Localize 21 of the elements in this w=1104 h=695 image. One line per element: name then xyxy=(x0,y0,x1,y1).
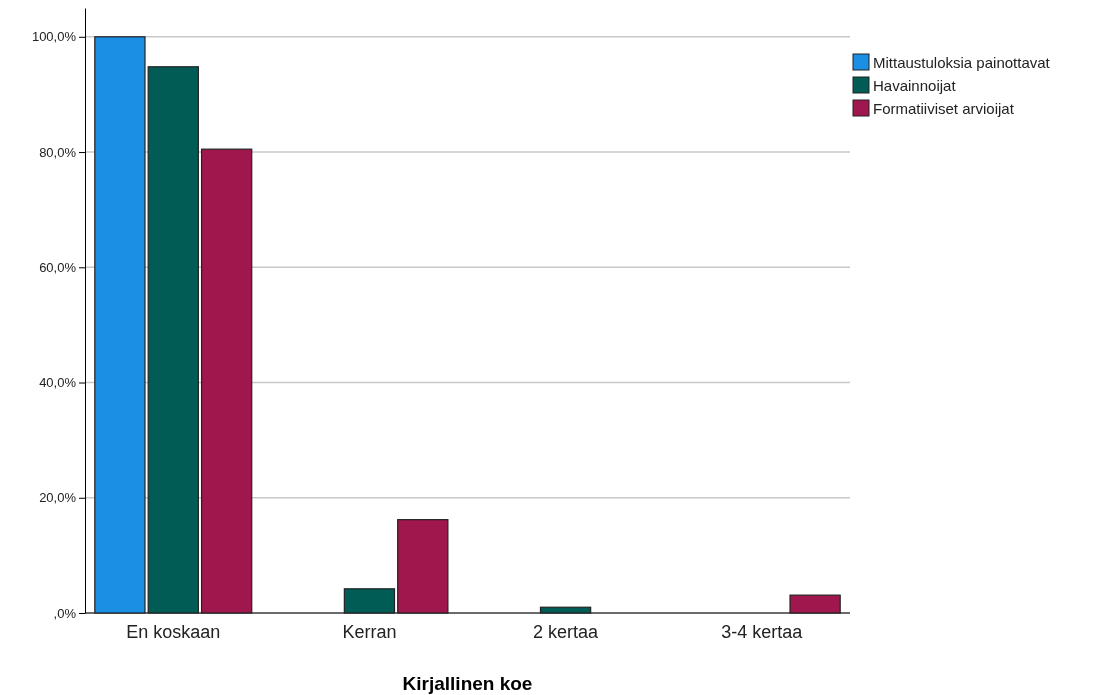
bar xyxy=(94,36,146,614)
y-tick-label: 20,0% xyxy=(39,490,77,506)
x-tick-label: En koskaan xyxy=(126,621,221,642)
legend-label: Mittaustuloksia painottavat xyxy=(873,54,1051,71)
bar xyxy=(343,588,396,614)
y-tick-label: 60,0% xyxy=(39,259,77,275)
x-tick-label: 3-4 kertaa xyxy=(721,621,804,642)
y-tick-label: 100,0% xyxy=(31,29,77,45)
legend-label: Formatiiviset arvioijat xyxy=(873,100,1015,117)
bar xyxy=(200,148,253,614)
y-tick-label: ,0% xyxy=(53,605,77,621)
x-tick-label: Kerran xyxy=(342,621,397,642)
y-tick-label: 80,0% xyxy=(39,144,77,160)
bar xyxy=(789,594,841,614)
bar xyxy=(397,519,449,614)
x-axis-title: Kirjallinen koe xyxy=(402,673,533,694)
bar xyxy=(147,66,199,614)
bar xyxy=(539,606,592,614)
legend-label: Havainnoijat xyxy=(873,77,957,94)
x-tick-label: 2 kertaa xyxy=(533,621,600,642)
y-tick-label: 40,0% xyxy=(39,375,77,391)
